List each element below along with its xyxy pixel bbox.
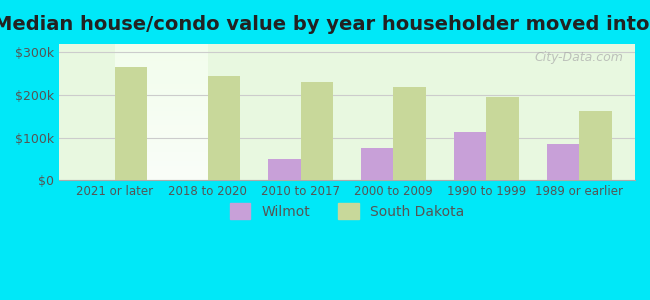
Bar [300,82,333,180]
Bar [486,97,519,180]
Title: Median house/condo value by year householder moved into unit: Median house/condo value by year househo… [0,15,650,34]
Bar [454,133,486,180]
Bar [393,87,426,180]
Bar [268,159,300,180]
Bar [207,76,240,180]
Bar [547,144,579,180]
Bar [579,111,612,180]
Bar [361,148,393,180]
Bar [115,67,148,180]
Legend: Wilmot, South Dakota: Wilmot, South Dakota [224,197,470,225]
Text: City-Data.com: City-Data.com [534,51,623,64]
